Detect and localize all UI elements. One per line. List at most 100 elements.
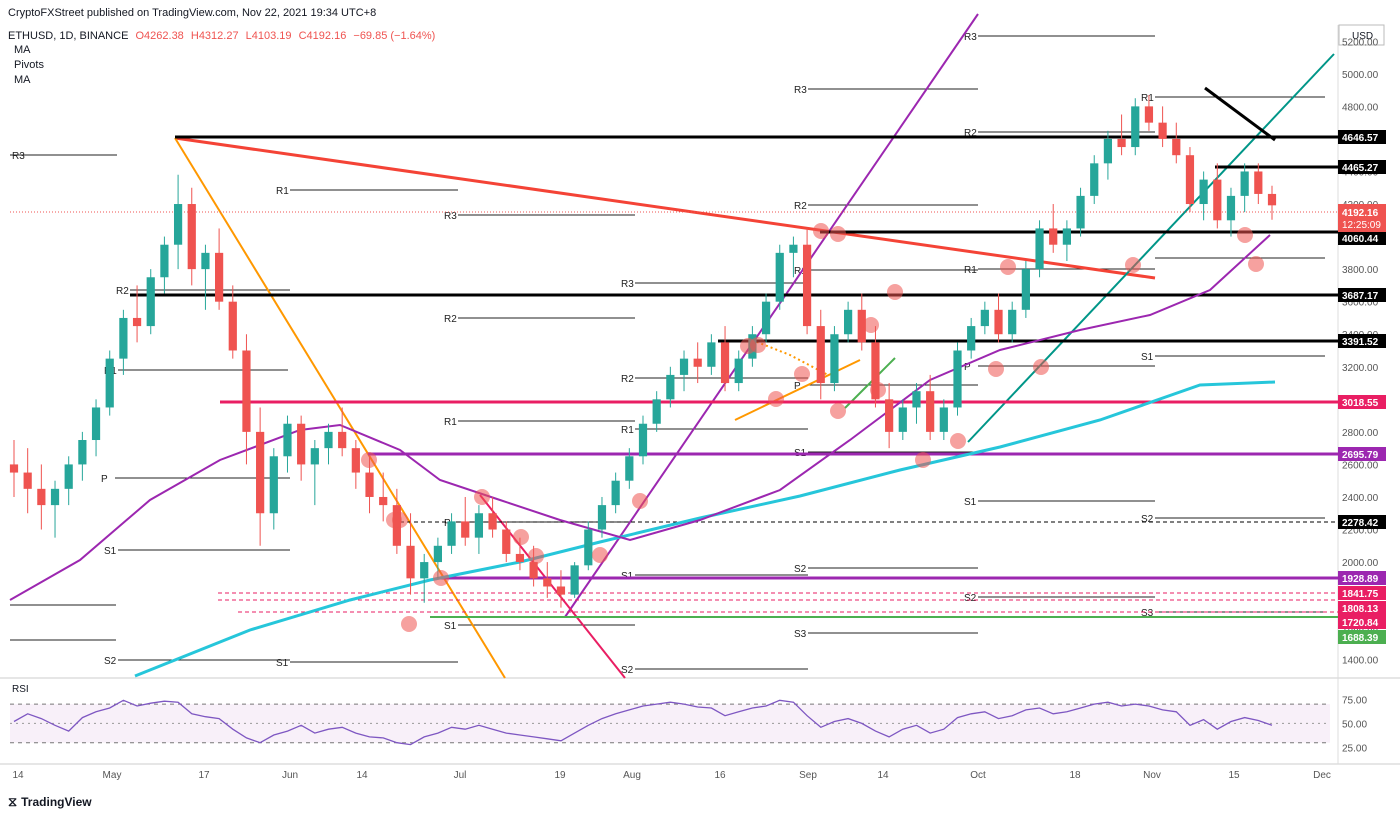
candle-body — [50, 488, 60, 506]
candle-body — [324, 431, 333, 449]
candle-body — [9, 464, 19, 473]
candle-body — [1103, 138, 1113, 164]
rsi-pane: RSI 75.00 50.00 25.00 — [10, 684, 1367, 755]
current-price-box — [1338, 204, 1386, 232]
pivot-label: R1 — [276, 186, 289, 197]
price-level-label: 1720.84 — [1342, 618, 1379, 629]
candle-body — [1049, 228, 1058, 245]
price-level-box — [1338, 615, 1386, 629]
pivot-label: S3 — [794, 629, 807, 640]
highlight-circle — [1248, 256, 1264, 272]
x-tick-label: Sep — [799, 770, 817, 781]
pivot-label: R3 — [12, 151, 25, 162]
candle-body — [283, 423, 292, 457]
y-tick-label: 3800.00 — [1342, 265, 1379, 276]
x-tick-label: Dec — [1313, 770, 1331, 781]
x-tick-label: 14 — [356, 770, 368, 781]
candle-body — [775, 252, 784, 302]
highlight-circle — [632, 493, 648, 509]
candle-body — [666, 374, 675, 400]
price-level-labels: 4646.57 4465.27 4060.44 3687.17 3391.52 3018.… — [1338, 130, 1386, 644]
candle-body — [994, 309, 1003, 335]
price-level-label: 1808.13 — [1342, 604, 1379, 615]
highlight-circle — [830, 403, 846, 419]
low-value: L4103.19 — [245, 30, 292, 42]
price-level-box — [1338, 515, 1386, 529]
candle-body — [652, 399, 661, 424]
indicator-pivots[interactable]: Pivots — [14, 59, 44, 71]
price-level-box — [1338, 160, 1386, 174]
countdown-label: 12:25:09 — [1342, 220, 1381, 231]
price-level-label: 1928.89 — [1342, 574, 1379, 585]
indicator-ma-2[interactable]: MA — [14, 74, 31, 86]
indicator-ma-1[interactable]: MA — [14, 44, 31, 56]
trendline — [967, 53, 1335, 443]
candle-body — [707, 342, 716, 367]
y-tick-label: 5200.00 — [1342, 37, 1379, 48]
price-level-box — [1338, 288, 1386, 302]
pivot-label: R1 — [964, 265, 977, 276]
pivot-label: R2 — [964, 128, 977, 139]
highlight-circle — [433, 570, 449, 586]
candle-body — [543, 578, 552, 587]
highlight-circle — [830, 226, 846, 242]
ma-200-line — [134, 380, 1276, 678]
candle-body — [570, 565, 579, 595]
symbol-name[interactable]: ETHUSD, 1D, BINANCE — [8, 30, 129, 42]
candle-body — [1158, 122, 1167, 139]
candle-body — [502, 529, 511, 554]
candle-body — [91, 407, 101, 441]
pivot-label: R1 — [444, 417, 457, 428]
price-level-box — [1338, 334, 1386, 348]
trendline-dotted — [751, 339, 829, 376]
pivot-label: P — [101, 474, 108, 485]
x-tick-label: Jun — [282, 770, 298, 781]
pivot-label: S2 — [621, 665, 634, 676]
candle-body — [338, 431, 347, 449]
price-level-label: 4646.57 — [1342, 133, 1379, 144]
candle-body — [1240, 171, 1249, 196]
pivot-label: S1 — [104, 546, 117, 557]
publisher-line: CryptoFXStreet published on TradingView.… — [8, 7, 377, 19]
candle-body — [406, 545, 415, 579]
candle-body — [1254, 171, 1263, 194]
candle-body — [1185, 155, 1195, 205]
price-level-label: 3687.17 — [1342, 291, 1379, 302]
highlight-circle — [592, 547, 608, 563]
x-tick-label: 19 — [554, 770, 566, 781]
candle-body — [1117, 138, 1126, 148]
rsi-label: RSI — [12, 684, 29, 695]
price-level-label: 1688.39 — [1342, 633, 1379, 644]
price-level-box — [1338, 130, 1386, 144]
candle-body — [64, 464, 73, 489]
pivot-label: S1 — [276, 658, 289, 669]
candle-body — [830, 334, 839, 384]
candle-body — [351, 448, 360, 473]
candle-body — [256, 431, 265, 514]
x-tick-label: May — [103, 770, 122, 781]
trendline — [174, 136, 1156, 280]
candle-body — [625, 456, 634, 481]
candle-body — [447, 521, 456, 546]
x-tick-label: 17 — [198, 770, 210, 781]
candle-body — [1062, 228, 1071, 245]
candle-body — [474, 513, 484, 538]
x-tick-label: 18 — [1069, 770, 1081, 781]
x-axis: 14 May 17 Jun 14 Jul 19 Aug 16 Sep 14 Oct 18 Nov 15 Dec — [12, 770, 1330, 781]
candle-body — [1131, 106, 1140, 148]
candle-body — [584, 529, 593, 566]
candle-body — [228, 301, 237, 351]
y-tick-label: 3600.00 — [1342, 298, 1379, 309]
candle-body — [980, 309, 989, 327]
trendline — [564, 13, 979, 618]
candle-body — [693, 358, 702, 367]
candle-body — [1076, 195, 1085, 229]
trendline — [1204, 86, 1276, 142]
candle-body — [802, 244, 812, 327]
price-level-label: 4465.27 — [1342, 163, 1379, 174]
candle-body — [201, 252, 210, 270]
highlight-circle — [915, 452, 931, 468]
tradingview-footer[interactable]: ⧖ TradingView — [8, 794, 92, 810]
highlight-circle — [750, 337, 766, 353]
